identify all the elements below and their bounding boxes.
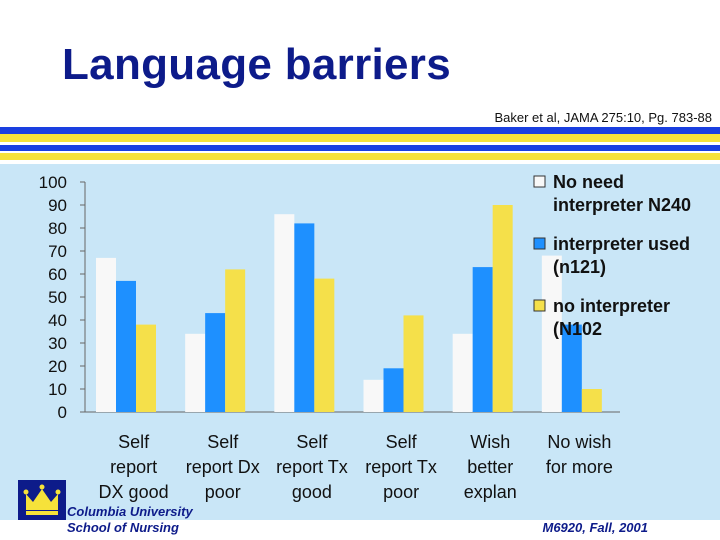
y-tick-label: 90	[48, 196, 67, 215]
x-category-label-line: for more	[546, 457, 613, 477]
y-tick-label: 50	[48, 288, 67, 307]
y-tick-label: 10	[48, 380, 67, 399]
x-category-label-line: report Tx	[276, 457, 348, 477]
bar	[314, 278, 335, 412]
bar	[492, 205, 513, 412]
y-tick-label: 80	[48, 219, 67, 238]
x-category-label-line: DX good	[99, 482, 169, 502]
y-tick-label: 70	[48, 242, 67, 261]
x-category-label-line: report	[110, 457, 157, 477]
stripe-blue-top	[0, 127, 720, 134]
legend-label: interpreter used (n121)	[553, 234, 690, 277]
bar	[383, 368, 404, 412]
institution-line-2: School of Nursing	[67, 520, 179, 535]
bar	[581, 389, 602, 412]
legend-swatch	[533, 175, 546, 188]
bar	[561, 324, 582, 412]
citation: Baker et al, JAMA 275:10, Pg. 783-88	[494, 110, 712, 125]
x-category-label-line: Wish	[470, 432, 510, 452]
bar	[136, 324, 156, 412]
x-category-label-line: Self	[118, 432, 150, 452]
x-category-label: No wish for more	[546, 432, 613, 477]
bar	[472, 267, 493, 412]
bar	[185, 333, 206, 412]
y-tick-label: 0	[58, 403, 67, 422]
y-tick-label: 40	[48, 311, 67, 330]
x-category-label-line: poor	[205, 482, 241, 502]
x-category-label-line: Self	[296, 432, 328, 452]
x-category-label: Self report Dx poor	[186, 432, 260, 502]
x-category-label: Self report Tx good	[276, 432, 348, 502]
bar	[225, 269, 246, 412]
x-category-label-line: Self	[207, 432, 239, 452]
x-category-label: Wish better explan	[464, 432, 517, 502]
footer-bar	[0, 520, 720, 540]
x-category-label-line: No wish	[547, 432, 611, 452]
x-category-label: Self report DX good	[99, 432, 169, 502]
legend-label-line: interpreter used	[553, 234, 690, 254]
x-category-label: Self report Tx poor	[365, 432, 437, 502]
y-tick-label: 20	[48, 357, 67, 376]
legend-label-line: interpreter N240	[553, 195, 691, 215]
bar	[274, 214, 295, 412]
chart-panel: 0 10 20 30 40 50 60 70 80 90 100 Self report DX good S…	[0, 164, 720, 520]
legend-label: no interpreter (N102	[553, 296, 670, 339]
course-label: M6920, Fall, 2001	[542, 520, 648, 535]
y-tick-label: 60	[48, 265, 67, 284]
legend-label-line: no interpreter	[553, 296, 670, 316]
legend-swatch	[533, 299, 546, 312]
bar	[403, 315, 424, 412]
institution-name: Columbia University School of Nursing	[67, 504, 193, 536]
stripe-blue-mid	[0, 145, 720, 151]
x-category-label-line: better	[467, 457, 513, 477]
legend-label-line: No need	[553, 172, 624, 192]
bar	[541, 255, 562, 412]
legend-label: No need interpreter N240	[553, 172, 691, 215]
legend-swatch	[533, 237, 546, 250]
y-tick-label: 100	[39, 173, 67, 192]
slide-title: Language barriers	[62, 40, 452, 89]
legend-label-line: (n121)	[553, 257, 606, 277]
bar	[96, 257, 116, 412]
x-category-label-line: report Dx	[186, 457, 260, 477]
bar	[363, 379, 384, 412]
stripe-yellow-bottom	[0, 153, 720, 160]
x-category-label-line: good	[292, 482, 332, 502]
bar	[294, 223, 315, 412]
legend-label-line: (N102	[553, 319, 602, 339]
x-category-label-line: poor	[383, 482, 419, 502]
bar	[116, 280, 136, 412]
bar	[452, 333, 473, 412]
crown-icon	[18, 480, 66, 520]
institution-line-1: Columbia University	[67, 504, 193, 519]
bar	[205, 313, 226, 412]
stripe-yellow-top	[0, 134, 720, 142]
x-category-label-line: report Tx	[365, 457, 437, 477]
x-category-label-line: Self	[386, 432, 418, 452]
x-category-label-line: explan	[464, 482, 517, 502]
y-tick-label: 30	[48, 334, 67, 353]
